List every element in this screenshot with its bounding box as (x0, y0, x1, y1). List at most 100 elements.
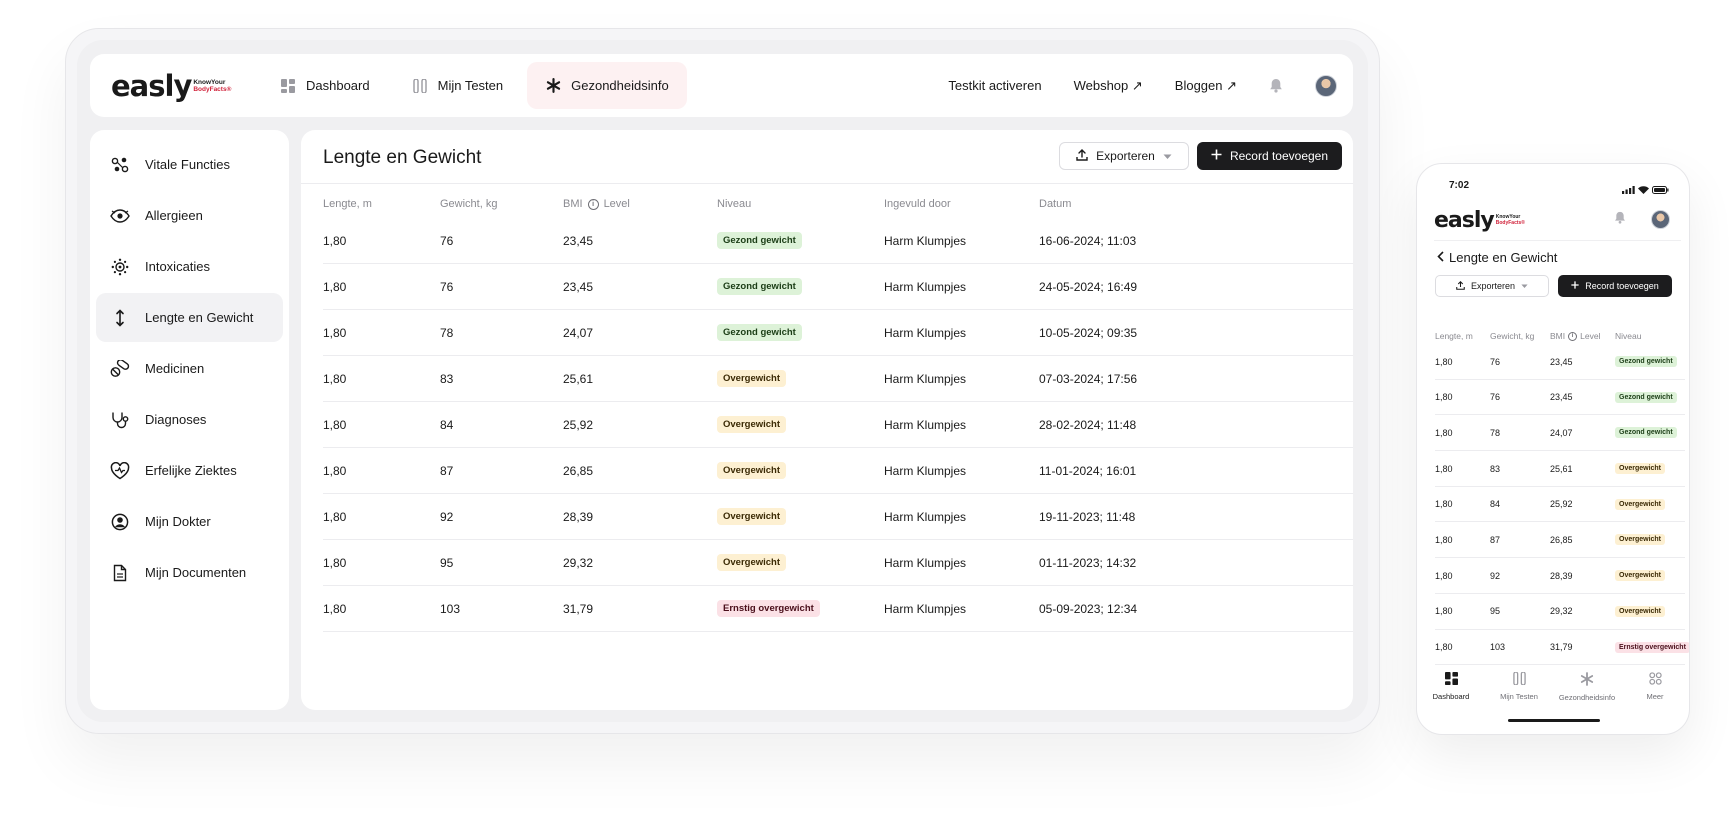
sidebar-item-allergieen[interactable]: Allergieen (96, 191, 283, 240)
mobile-cell-lengte: 1,80 (1435, 392, 1453, 403)
mobile-tab-dashboard[interactable]: Dashboard (1417, 672, 1485, 712)
add-record-button[interactable]: Record toevoegen (1197, 142, 1342, 170)
cell-lengte: 1,80 (323, 233, 347, 248)
sidebar-item-mijn-documenten[interactable]: Mijn Documenten (96, 548, 283, 597)
table-row[interactable]: 1,80 84 25,92 Overgewicht (1435, 487, 1685, 523)
wifi-icon (1638, 181, 1649, 199)
chevron-left-icon[interactable] (1437, 250, 1444, 265)
main-panel: Lengte en Gewicht Exporteren Record toev… (301, 130, 1353, 710)
test-tubes-icon (1512, 671, 1526, 687)
chevron-down-icon (1163, 149, 1172, 163)
brand-tagline: KnowYour BodyFacts® (193, 79, 231, 93)
table-row[interactable]: 1,80 92 28,39 Overgewicht Harm Klumpjes 19-11… (323, 494, 1353, 540)
col-ingevuld-door: Ingevuld door (884, 198, 951, 210)
status-icons (1622, 181, 1669, 199)
mobile-col-niveau: Niveau (1615, 331, 1642, 341)
table-row[interactable]: 1,80 84 25,92 Overgewicht Harm Klumpjes 28-02… (323, 402, 1353, 448)
mobile-tab-gezondheidsinfo[interactable]: Gezondheidsinfo (1553, 672, 1621, 712)
cell-datum: 07-03-2024; 17:56 (1039, 371, 1138, 386)
cell-niveau: Overgewicht (717, 448, 787, 493)
table-row[interactable]: 1,80 83 25,61 Overgewicht Harm Klumpjes 07-03… (323, 356, 1353, 402)
table-row[interactable]: 1,80 78 24,07 Gezond gewicht Harm Klumpjes 10… (323, 310, 1353, 356)
table-row[interactable]: 1,80 87 26,85 Overgewicht Harm Klumpjes 11-01… (323, 448, 1353, 494)
mobile-tab-meer[interactable]: Meer (1621, 672, 1689, 712)
nav-dashboard[interactable]: Dashboard (262, 62, 388, 109)
status-badge: Ernstig overgewicht (717, 600, 820, 617)
mobile-cell-niveau: Overgewicht (1615, 558, 1666, 593)
cell-bmi: 29,32 (563, 555, 594, 570)
cell-bmi: 26,85 (563, 463, 594, 478)
mobile-cell-bmi: 23,45 (1550, 356, 1573, 367)
mobile-cell-lengte: 1,80 (1435, 427, 1453, 438)
info-icon[interactable]: i (1568, 331, 1578, 341)
user-circle-icon (110, 512, 130, 532)
sidebar-item-label: Erfelijke Ziektes (145, 463, 237, 478)
bloggen-link[interactable]: Bloggen ↗ (1174, 77, 1237, 93)
sidebar-item-lengte-en-gewicht[interactable]: Lengte en Gewicht (96, 293, 283, 342)
sidebar-item-erfelijke-ziektes[interactable]: Erfelijke Ziektes (96, 446, 283, 495)
mobile-cell-niveau: Gezond gewicht (1615, 415, 1677, 450)
table-row[interactable]: 1,80 76 23,45 Gezond gewicht (1435, 380, 1685, 416)
cell-gewicht: 76 (440, 233, 454, 248)
mobile-page-title[interactable]: Lengte en Gewicht (1437, 250, 1557, 265)
cell-lengte: 1,80 (323, 371, 347, 386)
export-label: Exporteren (1096, 149, 1155, 163)
sidebar-item-mijn-dokter[interactable]: Mijn Dokter (96, 497, 283, 546)
mobile-brand-tagline-1: KnowYour (1495, 214, 1521, 220)
mobile-cell-bmi: 23,45 (1550, 392, 1573, 403)
table-row[interactable]: 1,80 103 31,79 Ernstig overgewicht Harm Klum… (323, 586, 1353, 632)
sidebar-item-diagnoses[interactable]: Diagnoses (96, 395, 283, 444)
mobile-user-avatar[interactable] (1651, 210, 1670, 229)
mobile-cell-gewicht: 95 (1490, 606, 1501, 617)
eye-icon (110, 206, 130, 226)
mobile-tab-mijn-testen[interactable]: Mijn Testen (1485, 671, 1553, 712)
table-row[interactable]: 1,80 95 29,32 Overgewicht Harm Klumpjes 01-11… (323, 540, 1353, 586)
bell-icon[interactable] (1614, 211, 1626, 229)
sidebar-item-label: Mijn Dokter (145, 514, 211, 529)
cell-ingevuld-door: Harm Klumpjes (884, 233, 967, 248)
status-badge: Overgewicht (1615, 570, 1666, 582)
mobile-add-record-button[interactable]: Record toevoegen (1558, 275, 1672, 297)
table-row[interactable]: 1,80 76 23,45 Gezond gewicht Harm Klumpjes 16… (323, 218, 1353, 264)
cell-lengte: 1,80 (323, 279, 347, 294)
table-row[interactable]: 1,80 95 29,32 Overgewicht (1435, 594, 1685, 630)
status-badge: Ernstig overgewicht (1615, 641, 1689, 653)
brand-logo[interactable]: easly KnowYour BodyFacts® (111, 69, 231, 103)
asterisk-icon (1580, 672, 1594, 688)
vitals-icon (110, 155, 130, 175)
webshop-link[interactable]: Webshop ↗ (1073, 77, 1143, 93)
sidebar: Vitale Functies Allergieen Intoxicaties … (90, 130, 289, 710)
export-dropdown-button[interactable]: Exporteren (1059, 142, 1189, 170)
mobile-header-divider (1434, 240, 1681, 241)
mobile-export-button[interactable]: Exporteren (1435, 275, 1549, 297)
table-row[interactable]: 1,80 78 24,07 Gezond gewicht (1435, 415, 1685, 452)
cell-datum: 24-05-2024; 16:49 (1039, 279, 1138, 294)
user-avatar[interactable] (1315, 74, 1337, 97)
nav-gezondheidsinfo[interactable]: Gezondheidsinfo (527, 62, 687, 109)
info-icon[interactable]: i (587, 198, 599, 210)
cell-gewicht: 92 (440, 509, 454, 524)
table-row[interactable]: 1,80 76 23,45 Gezond gewicht (1435, 344, 1685, 380)
mobile-col-lengte: Lengte, m (1435, 331, 1473, 341)
table-row[interactable]: 1,80 92 28,39 Overgewicht (1435, 558, 1685, 594)
mobile-tab-bar: Dashboard Mijn Testen Gezondheidsinfo Me… (1417, 671, 1689, 712)
mobile-brand-logo[interactable]: easly KnowYour BodyFacts® (1434, 208, 1525, 233)
mobile-cell-lengte: 1,80 (1435, 642, 1453, 652)
sidebar-item-medicinen[interactable]: Medicinen (96, 344, 283, 393)
table-row[interactable]: 1,80 83 25,61 Overgewicht (1435, 451, 1685, 487)
table-row[interactable]: 1,80 87 26,85 Overgewicht (1435, 522, 1685, 559)
cell-datum: 05-09-2023; 12:34 (1039, 601, 1138, 616)
bell-icon[interactable] (1269, 78, 1283, 93)
col-lengte: Lengte, m (323, 198, 372, 210)
status-time: 7:02 (1449, 180, 1470, 191)
testkit-activeren-link[interactable]: Testkit activeren (948, 78, 1042, 93)
nav-mijn-testen[interactable]: Mijn Testen (394, 62, 522, 109)
table-row[interactable]: 1,80 76 23,45 Gezond gewicht Harm Klumpjes 24… (323, 264, 1353, 310)
table-row[interactable]: 1,80 103 31,79 Ernstig overgewicht (1435, 630, 1689, 666)
table-header: Lengte, m Gewicht, kg BMI i Level Niveau… (323, 198, 1353, 214)
sidebar-item-intoxicaties[interactable]: Intoxicaties (96, 242, 283, 291)
sidebar-item-vitale-functies[interactable]: Vitale Functies (96, 140, 283, 189)
status-badge: Overgewicht (1615, 534, 1666, 546)
cell-bmi: 23,45 (563, 279, 594, 294)
cell-gewicht: 95 (440, 555, 454, 570)
